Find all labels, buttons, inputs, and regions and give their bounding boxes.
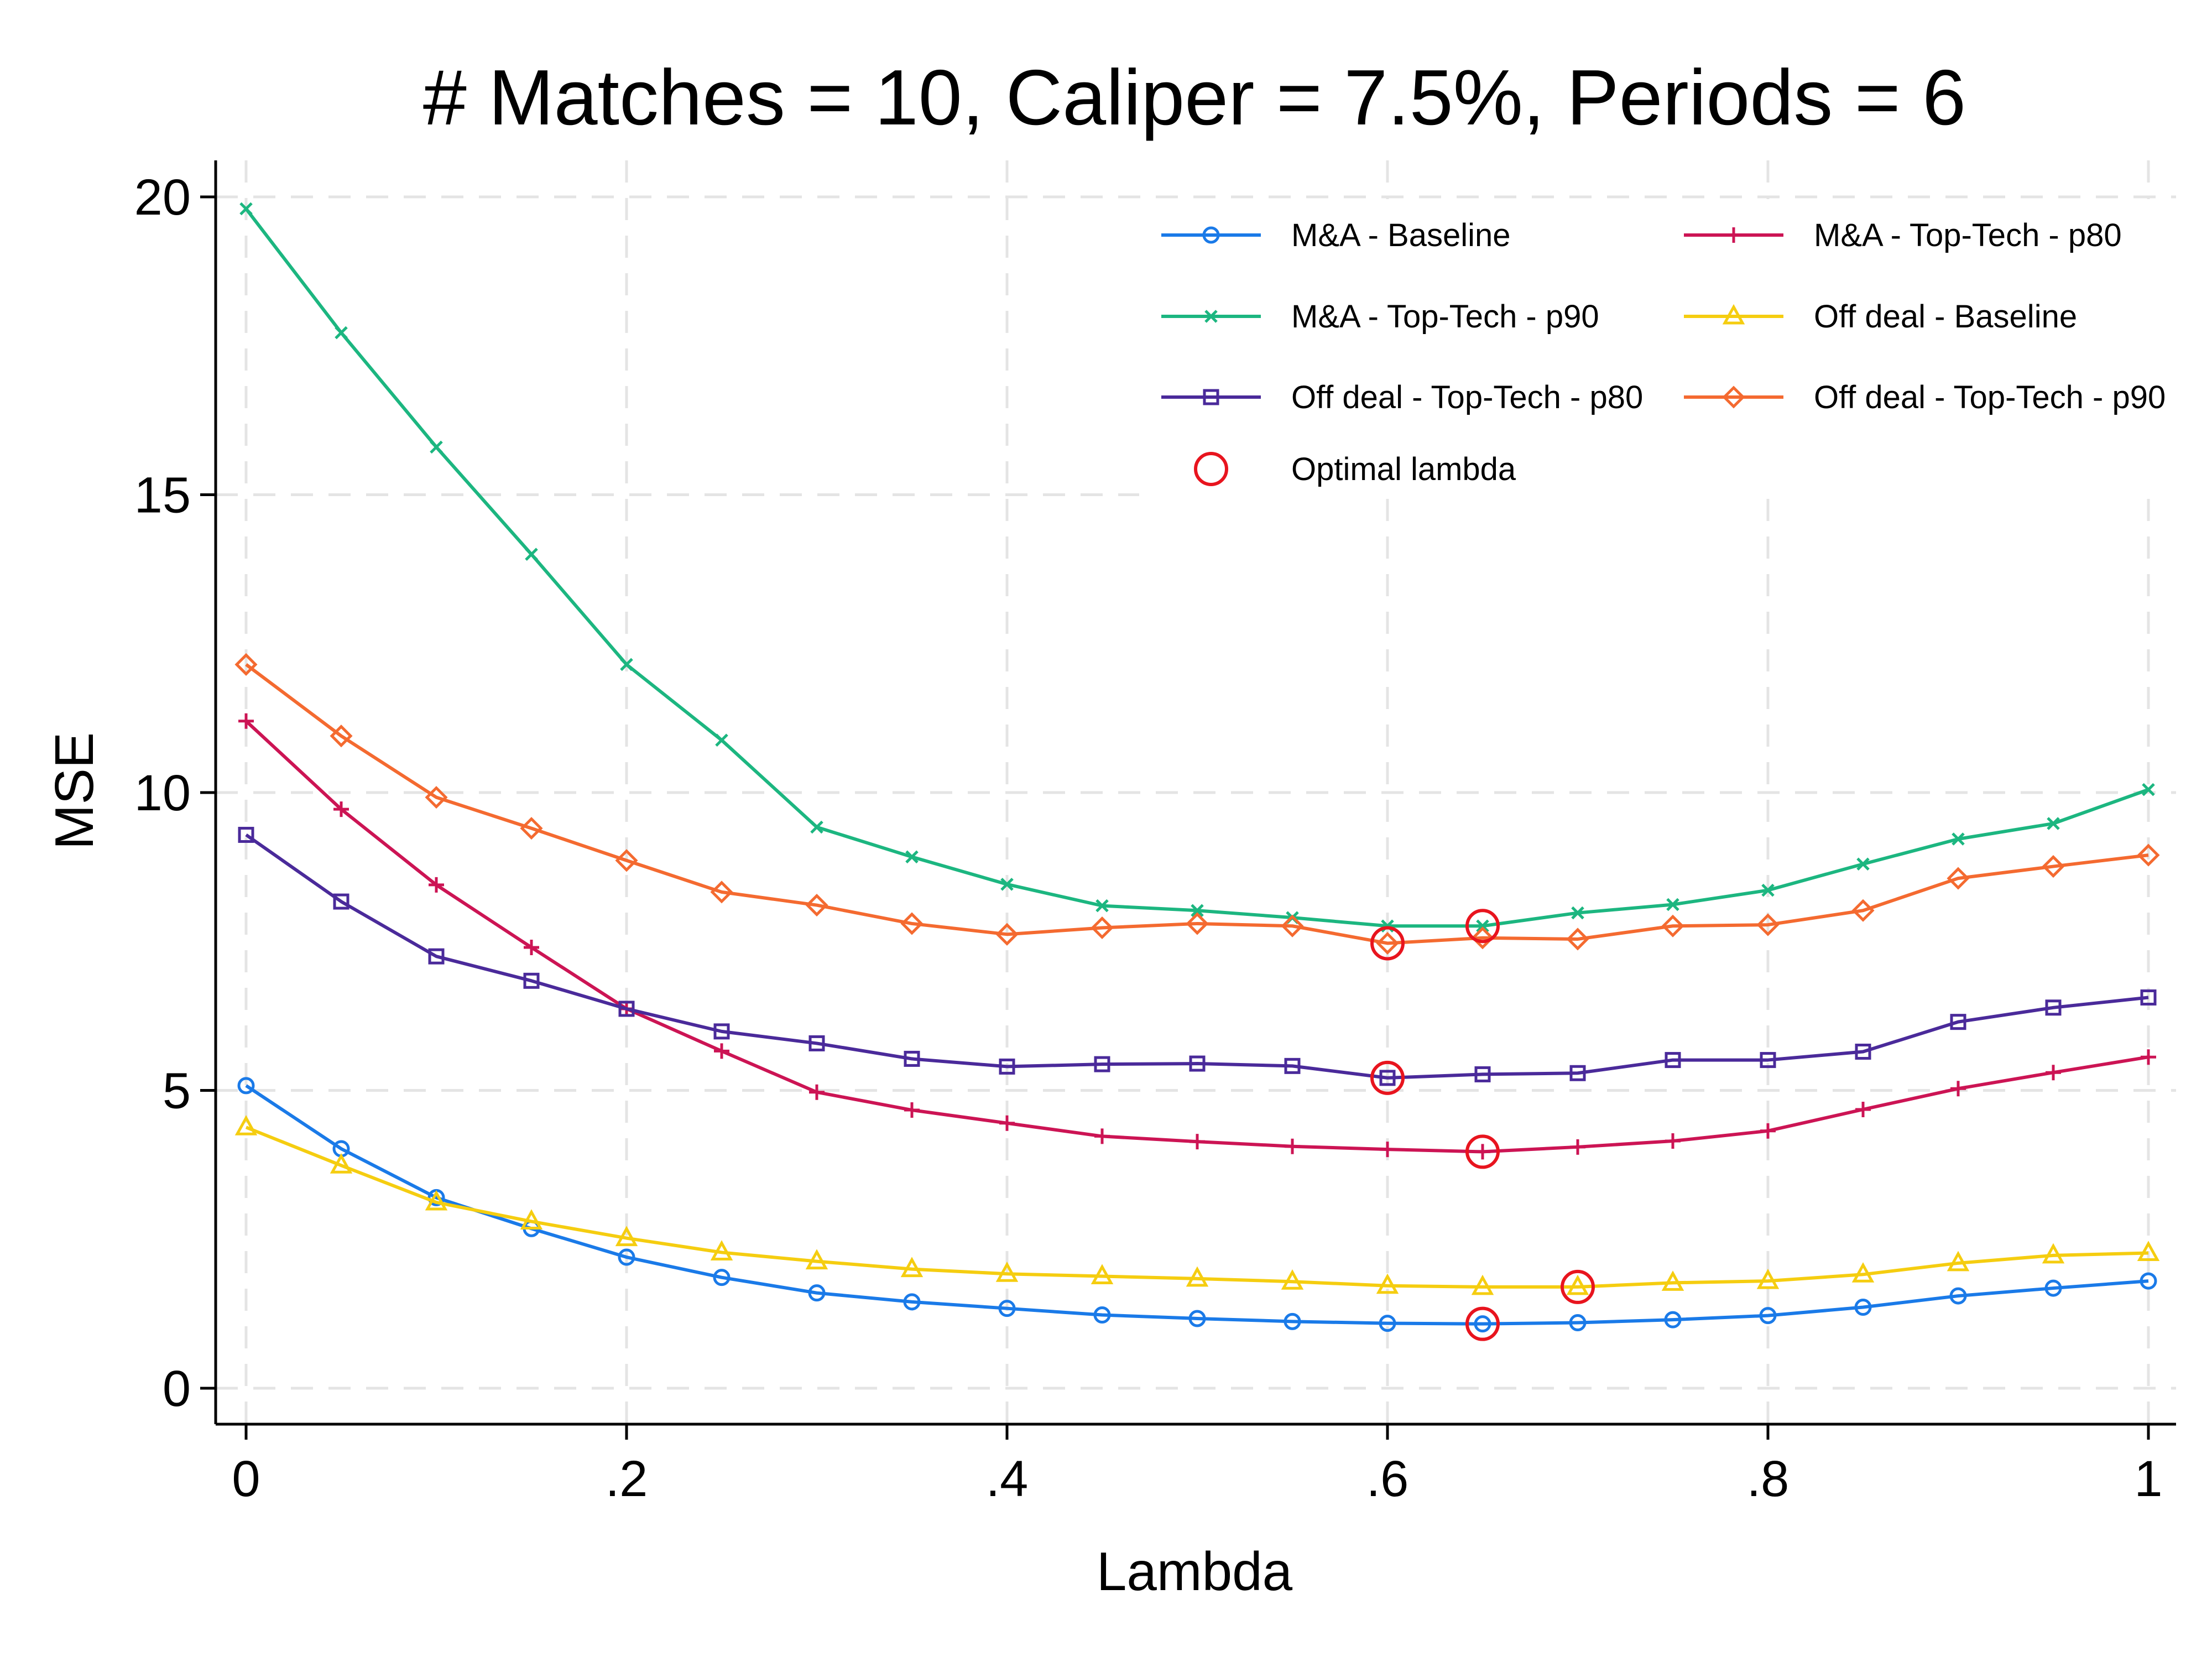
y-tick-label: 15 xyxy=(134,467,191,524)
legend: M&A - Baseline M&A - Top-Tech - p80 M&A - … xyxy=(1139,199,2190,498)
legend-label: Off deal - Top-Tech - p90 xyxy=(1814,379,2166,415)
x-axis-label: Lambda xyxy=(1097,1541,1293,1602)
legend-label: M&A - Top-Tech - p80 xyxy=(1814,217,2122,253)
legend-label: M&A - Baseline xyxy=(1291,217,1511,253)
y-tick-label: 5 xyxy=(163,1063,191,1119)
y-tick-label: 20 xyxy=(134,169,191,226)
x-tick-label: .2 xyxy=(606,1451,648,1507)
y-tick-label: 10 xyxy=(134,765,191,821)
x-tick-label: .4 xyxy=(986,1451,1029,1507)
legend-label: Off deal - Baseline xyxy=(1814,299,2077,335)
legend-label: M&A - Top-Tech - p90 xyxy=(1291,299,1599,335)
legend-label: Off deal - Top-Tech - p80 xyxy=(1291,379,1643,415)
legend-label: Optimal lambda xyxy=(1291,451,1516,487)
x-tick-label: .6 xyxy=(1366,1451,1409,1507)
y-tick-label: 0 xyxy=(163,1361,191,1417)
x-tick-label: 1 xyxy=(2134,1451,2162,1507)
x-tick-label: 0 xyxy=(232,1451,260,1507)
chart-title: # Matches = 10, Caliper = 7.5%, Periods … xyxy=(423,54,1966,142)
y-axis-label: MSE xyxy=(44,732,105,850)
x-tick-label: .8 xyxy=(1747,1451,1790,1507)
